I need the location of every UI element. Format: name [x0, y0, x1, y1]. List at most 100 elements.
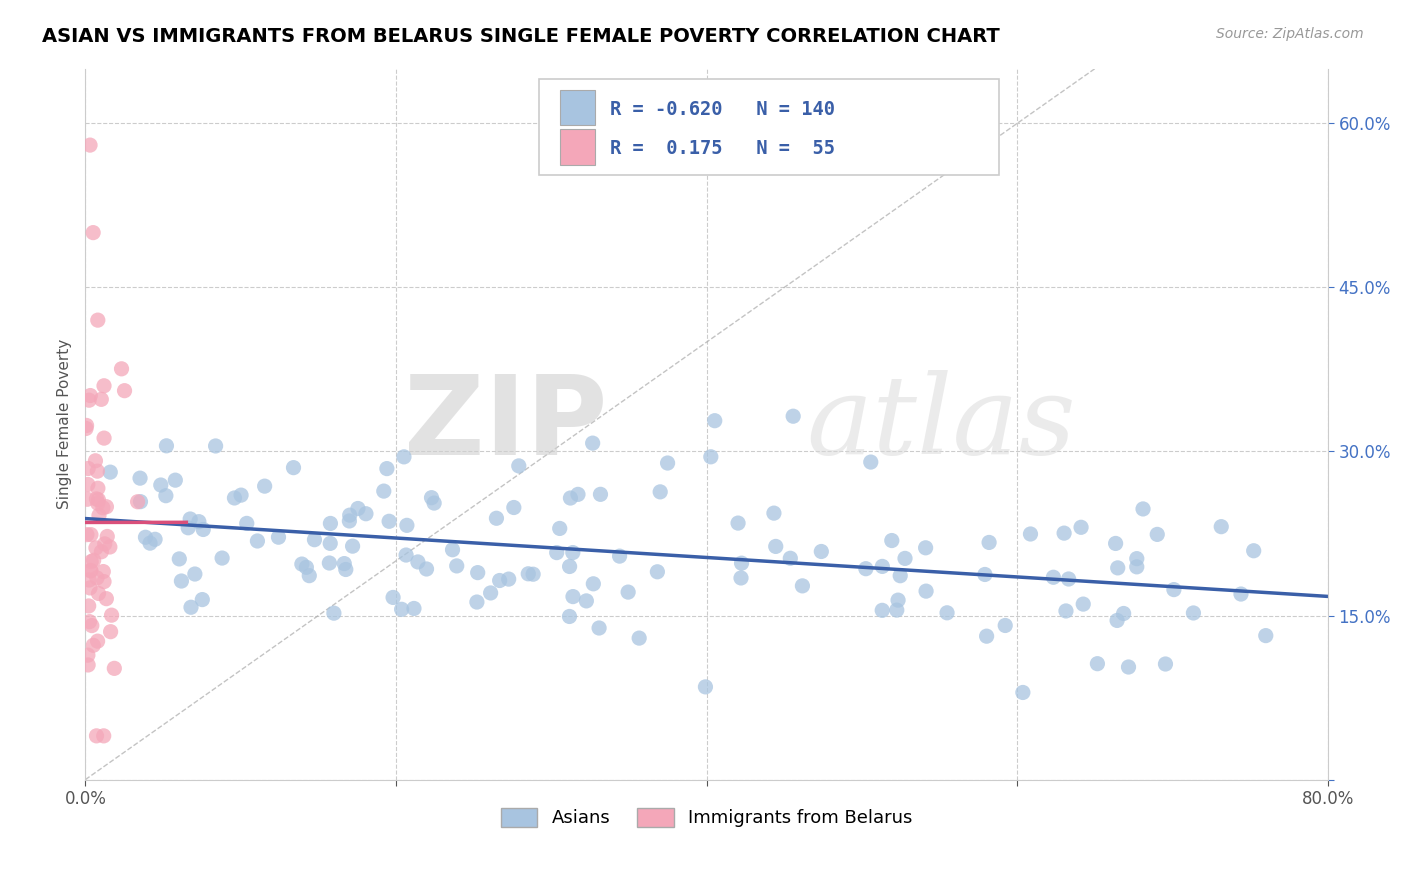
Text: ZIP: ZIP	[404, 370, 607, 477]
Point	[872, 559, 894, 574]
Point	[779, 551, 801, 566]
Point	[87, 313, 110, 327]
Point	[87, 508, 110, 523]
Point	[86, 729, 108, 743]
Point	[567, 487, 589, 501]
Point	[1154, 657, 1177, 671]
Point	[79, 388, 101, 402]
Point	[582, 436, 605, 450]
Point	[342, 539, 364, 553]
Legend: Asians, Immigrants from Belarus: Asians, Immigrants from Belarus	[494, 801, 920, 835]
Point	[467, 566, 489, 580]
Text: Source: ZipAtlas.com: Source: ZipAtlas.com	[1216, 27, 1364, 41]
Point	[1107, 561, 1129, 575]
Point	[134, 530, 156, 544]
Point	[100, 608, 122, 623]
Point	[80, 564, 103, 578]
Point	[110, 361, 132, 376]
Point	[589, 487, 612, 501]
Point	[1071, 597, 1094, 611]
Point	[93, 537, 115, 551]
Point	[562, 590, 585, 604]
Point	[93, 729, 115, 743]
Point	[647, 565, 669, 579]
Point	[127, 494, 149, 508]
Point	[1019, 527, 1042, 541]
Point	[149, 478, 172, 492]
Point	[1070, 520, 1092, 534]
Point	[727, 516, 749, 530]
Point	[235, 516, 257, 531]
Point	[295, 560, 318, 574]
Point	[870, 603, 893, 617]
Point	[1126, 559, 1149, 574]
Point	[561, 545, 583, 559]
Point	[191, 592, 214, 607]
Point	[1132, 502, 1154, 516]
Point	[93, 378, 115, 392]
Point	[335, 562, 357, 576]
Point	[730, 556, 752, 570]
Point	[79, 563, 101, 577]
Point	[96, 529, 118, 543]
Point	[498, 572, 520, 586]
Point	[420, 491, 443, 505]
Point	[650, 484, 672, 499]
Point	[283, 460, 305, 475]
Text: atlas: atlas	[806, 370, 1076, 478]
Point	[98, 540, 121, 554]
Point	[730, 571, 752, 585]
Point	[1126, 551, 1149, 566]
Point	[1230, 587, 1253, 601]
Point	[517, 566, 540, 581]
Point	[322, 606, 344, 620]
Point	[560, 491, 582, 505]
Point	[792, 579, 814, 593]
Point	[90, 545, 112, 559]
Point	[103, 661, 125, 675]
Point	[318, 556, 340, 570]
Point	[86, 571, 108, 585]
Point	[77, 648, 100, 662]
Point	[479, 586, 502, 600]
Point	[84, 541, 107, 555]
Point	[80, 527, 103, 541]
Point	[77, 393, 100, 408]
Point	[246, 533, 269, 548]
Point	[1112, 607, 1135, 621]
Point	[1012, 685, 1035, 699]
Point	[782, 409, 804, 424]
Point	[886, 603, 908, 617]
Point	[187, 515, 209, 529]
Point	[347, 501, 370, 516]
Point	[98, 465, 121, 479]
Point	[382, 591, 405, 605]
Point	[1057, 572, 1080, 586]
Point	[423, 496, 446, 510]
Point	[86, 634, 108, 648]
Point	[337, 514, 360, 528]
Point	[319, 536, 342, 550]
Point	[86, 491, 108, 506]
Point	[765, 540, 787, 554]
Point	[93, 574, 115, 589]
Point	[229, 488, 252, 502]
Point	[339, 508, 361, 523]
Point	[129, 471, 152, 485]
Point	[415, 562, 437, 576]
Point	[114, 384, 136, 398]
Point	[87, 496, 110, 510]
Point	[914, 541, 936, 555]
Point	[915, 584, 938, 599]
Point	[695, 680, 717, 694]
Point	[143, 533, 166, 547]
Point	[762, 506, 785, 520]
Point	[253, 479, 276, 493]
Point	[204, 439, 226, 453]
Point	[391, 602, 413, 616]
Point	[810, 544, 832, 558]
Point	[139, 536, 162, 550]
Point	[76, 492, 98, 507]
Point	[546, 546, 568, 560]
Point	[558, 609, 581, 624]
